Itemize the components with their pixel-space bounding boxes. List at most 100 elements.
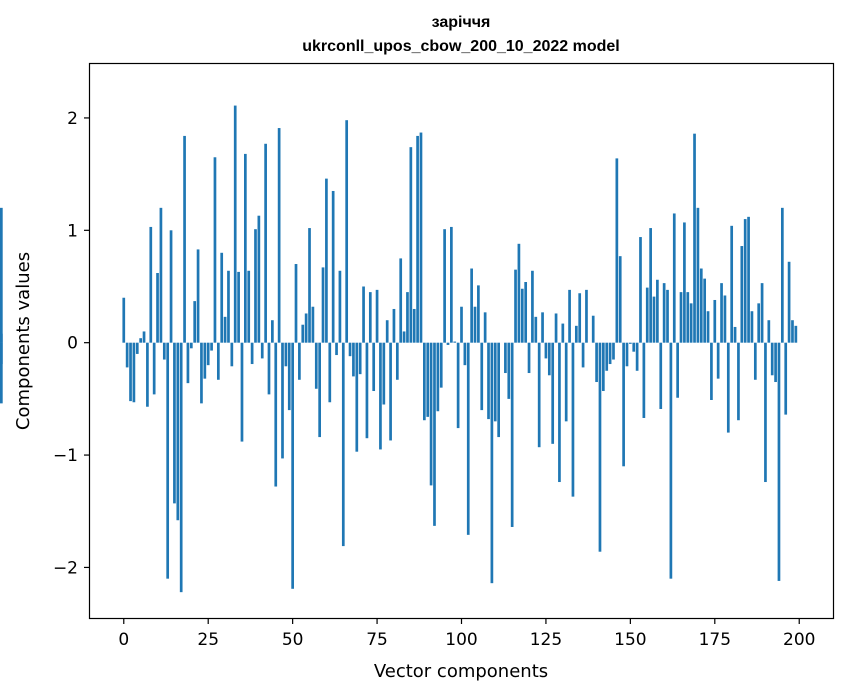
bar-186 [750,311,754,343]
bar-93 [436,342,440,412]
bar-36 [244,153,247,343]
bar-157 [652,296,656,343]
bar-32 [230,342,234,367]
x-tick-label-100: 100 [445,630,477,650]
bar-10 [156,273,159,343]
bar-177 [720,283,723,343]
bar-6 [142,331,146,343]
y-tick-label-0: 0 [67,334,78,354]
bar-63 [335,342,338,356]
bar-160 [662,283,666,343]
bar-28 [216,342,220,380]
bar-103 [470,268,473,343]
bar-22 [196,249,200,343]
bar-142 [601,342,605,392]
bar-101 [463,342,467,366]
bar-152 [635,342,639,371]
bar-74 [372,342,376,392]
bar-118 [520,288,524,343]
bar-66 [345,120,349,343]
x-tick-label-50: 50 [282,630,304,650]
bar-15 [173,342,176,504]
bar-164 [676,342,679,398]
y-tick-label--1: −1 [53,446,78,466]
bar-134 [574,325,578,343]
bar-31 [227,270,230,343]
bar-196 [784,342,788,415]
bar-156 [649,228,652,343]
bar-48 [284,342,288,367]
bar-98 [453,341,457,343]
bar-130 [561,323,565,343]
bar-188 [757,303,761,343]
bar-108 [487,342,490,420]
bar-85 [409,147,413,343]
bar-17 [179,342,183,593]
bar-97 [450,226,453,343]
bar-12 [162,342,166,360]
bar-14 [169,230,173,343]
bar-13 [166,342,170,579]
bar-137 [585,289,588,343]
bar-38 [250,342,254,365]
bar-87 [416,135,419,343]
bar-173 [706,311,710,343]
bar-151 [632,342,636,352]
bar-113 [504,342,507,374]
y-axis-ticks: −2 −1 0 1 2 [53,109,90,578]
bar-121 [531,270,534,343]
bar-2 [129,342,132,402]
bar-65 [341,342,345,547]
bar-126 [547,342,551,376]
bar-29 [220,252,224,343]
bar-195 [780,207,784,343]
bar-192 [770,342,774,376]
bar-176 [716,342,720,379]
bar-96 [446,342,450,345]
bar-undefined [0,207,3,343]
bar-183 [740,246,744,343]
bar-109 [490,342,494,584]
bar-92 [433,342,436,526]
bar-168 [689,303,693,343]
bar-23 [200,342,203,404]
bar-136 [581,342,585,368]
bar-104 [473,306,477,343]
bar-166 [683,222,686,343]
bar-106 [480,342,484,411]
bar-159 [659,342,663,409]
bar-68 [352,342,355,377]
bar-193 [774,342,777,383]
bar-20 [189,342,193,349]
bar-114 [507,342,511,399]
bar-141 [598,342,602,552]
bar-75 [375,289,379,343]
bar-52 [298,342,301,380]
bar-194 [777,342,781,581]
bar-171 [699,268,703,343]
bar-140 [595,342,598,383]
bar-35 [240,342,244,442]
bar-175 [713,299,717,343]
bar-135 [578,293,582,343]
bar-145 [612,342,615,360]
bar-77 [382,342,386,405]
bar-123 [537,342,541,448]
bar-64 [338,270,342,343]
bar-125 [544,342,548,359]
x-axis-label: Vector components [374,661,548,682]
x-tick-label-175: 175 [699,630,731,650]
bar-191 [767,320,771,343]
bar-88 [419,132,423,343]
bar-16 [176,342,180,521]
bar-144 [608,342,612,365]
x-axis-ticks: 0 25 50 75 100 125 150 175 200 [118,618,815,650]
bar-60 [325,178,328,343]
y-tick-label--2: −2 [53,558,78,578]
bar-53 [301,324,305,343]
bar-91 [429,342,433,486]
bar-127 [551,342,555,444]
bar-105 [477,285,480,343]
bar-0 [122,297,126,343]
bar-117 [517,243,521,343]
